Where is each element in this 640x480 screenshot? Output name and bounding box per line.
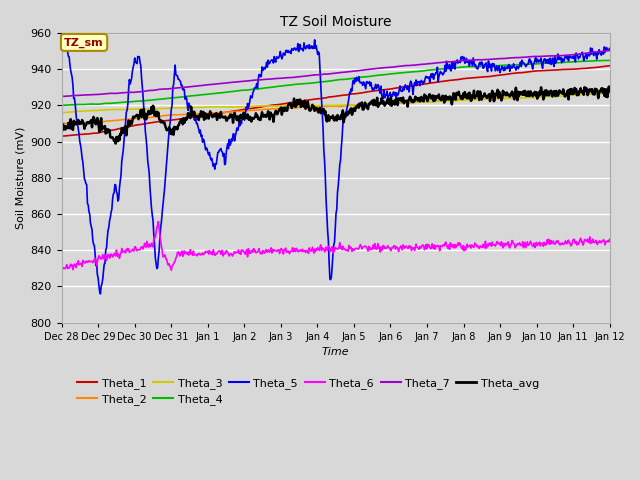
Theta_6: [58, 264, 65, 270]
Theta_3: [58, 110, 65, 116]
Theta_4: [419, 68, 426, 74]
Theta_1: [209, 111, 216, 117]
Title: TZ Soil Moisture: TZ Soil Moisture: [280, 15, 391, 29]
Theta_2: [68, 120, 76, 126]
Theta_3: [209, 104, 217, 110]
Theta_5: [606, 46, 614, 51]
Text: TZ_sm: TZ_sm: [64, 37, 104, 48]
Theta_1: [419, 82, 426, 87]
Theta_7: [61, 94, 68, 99]
Theta_2: [58, 120, 65, 126]
Theta_7: [419, 61, 427, 67]
Theta_3: [604, 90, 612, 96]
Theta_7: [180, 84, 188, 90]
Theta_avg: [180, 120, 188, 126]
Theta_3: [125, 107, 132, 112]
Theta_5: [209, 163, 217, 169]
Legend: Theta_1, Theta_2, Theta_3, Theta_4, Theta_5, Theta_6, Theta_7, Theta_avg: Theta_1, Theta_2, Theta_3, Theta_4, Thet…: [73, 373, 543, 409]
Theta_5: [97, 291, 104, 297]
Theta_4: [209, 91, 216, 96]
Line: Theta_1: Theta_1: [61, 66, 610, 136]
X-axis label: Time: Time: [322, 348, 349, 357]
Line: Theta_2: Theta_2: [61, 91, 610, 123]
Theta_5: [68, 71, 76, 77]
Theta_6: [420, 243, 428, 249]
Theta_6: [606, 237, 614, 242]
Theta_avg: [606, 88, 614, 94]
Y-axis label: Soil Moisture (mV): Soil Moisture (mV): [15, 127, 25, 229]
Theta_5: [125, 86, 132, 92]
Theta_6: [154, 219, 162, 225]
Line: Theta_7: Theta_7: [61, 50, 610, 96]
Theta_4: [124, 99, 132, 105]
Theta_5: [58, 33, 65, 39]
Theta_5: [180, 86, 188, 92]
Theta_4: [606, 58, 614, 63]
Theta_5: [419, 81, 427, 87]
Theta_avg: [68, 125, 76, 131]
Theta_3: [419, 99, 427, 105]
Theta_2: [60, 120, 67, 126]
Theta_4: [68, 102, 76, 108]
Theta_4: [58, 103, 65, 108]
Theta_3: [180, 105, 188, 111]
Theta_avg: [58, 128, 65, 133]
Theta_7: [68, 93, 76, 98]
Theta_4: [180, 94, 188, 100]
Theta_3: [58, 110, 66, 116]
Theta_2: [180, 111, 188, 117]
Theta_2: [209, 110, 217, 116]
Theta_1: [403, 84, 410, 89]
Theta_1: [68, 132, 76, 138]
Theta_avg: [419, 96, 427, 102]
Theta_7: [606, 48, 614, 53]
Line: Theta_avg: Theta_avg: [61, 86, 610, 144]
Theta_3: [403, 99, 411, 105]
Theta_6: [68, 264, 76, 269]
Theta_7: [58, 94, 65, 99]
Line: Theta_3: Theta_3: [61, 93, 610, 113]
Theta_6: [168, 267, 175, 273]
Line: Theta_6: Theta_6: [61, 222, 610, 270]
Theta_5: [403, 86, 411, 92]
Theta_avg: [605, 84, 612, 89]
Line: Theta_4: Theta_4: [61, 60, 610, 106]
Theta_2: [606, 88, 614, 94]
Theta_avg: [112, 141, 120, 146]
Theta_2: [403, 100, 411, 106]
Theta_7: [125, 89, 132, 95]
Theta_2: [419, 99, 427, 105]
Theta_1: [58, 133, 65, 139]
Theta_4: [403, 70, 410, 75]
Theta_7: [403, 63, 411, 69]
Theta_1: [606, 63, 614, 69]
Theta_6: [404, 245, 412, 251]
Theta_avg: [209, 113, 217, 119]
Line: Theta_5: Theta_5: [61, 36, 610, 294]
Theta_3: [606, 90, 614, 96]
Theta_2: [125, 116, 132, 122]
Theta_avg: [125, 118, 132, 123]
Theta_6: [210, 250, 218, 255]
Theta_6: [124, 246, 132, 252]
Theta_1: [180, 116, 188, 121]
Theta_1: [124, 124, 132, 130]
Theta_7: [209, 82, 217, 87]
Theta_avg: [403, 98, 411, 104]
Theta_2: [604, 88, 612, 94]
Theta_6: [181, 251, 189, 256]
Theta_3: [68, 109, 76, 115]
